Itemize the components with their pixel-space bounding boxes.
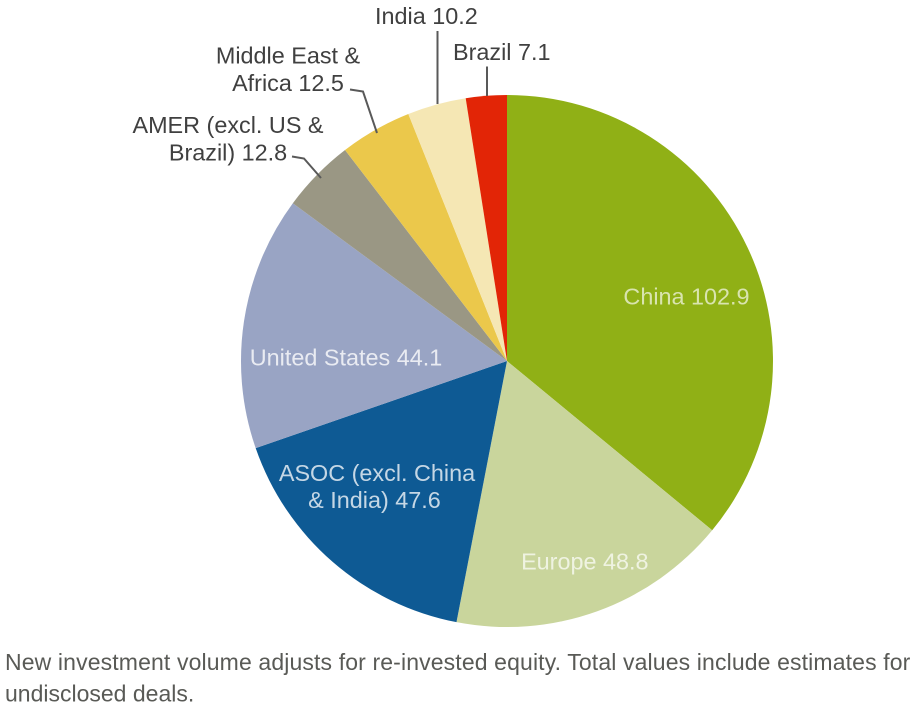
svg-text:Middle East &: Middle East & — [216, 43, 361, 69]
svg-text:ASOC (excl. China: ASOC (excl. China — [279, 460, 476, 486]
svg-text:& India) 47.6: & India) 47.6 — [308, 487, 441, 513]
svg-text:AMER (excl. US &: AMER (excl. US & — [132, 112, 323, 138]
svg-text:United States 44.1: United States 44.1 — [250, 345, 442, 371]
svg-text:India 10.2: India 10.2 — [375, 3, 478, 29]
svg-text:Europe 48.8: Europe 48.8 — [521, 548, 648, 574]
svg-text:Brazil) 12.8: Brazil) 12.8 — [169, 140, 287, 166]
svg-text:China 102.9: China 102.9 — [623, 283, 749, 309]
svg-text:undisclosed deals.: undisclosed deals. — [5, 681, 194, 706]
svg-text:Africa 12.5: Africa 12.5 — [232, 70, 344, 96]
svg-text:Brazil 7.1: Brazil 7.1 — [453, 39, 551, 65]
svg-text:New investment volume adjusts: New investment volume adjusts for re-inv… — [5, 649, 911, 675]
